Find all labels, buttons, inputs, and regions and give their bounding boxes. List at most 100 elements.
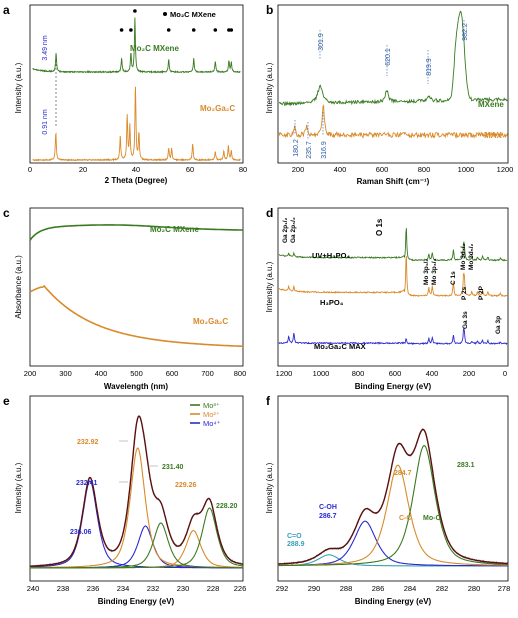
plot-frame (277, 395, 509, 582)
x-ticks: 200 400 600 800 1000 1200 (292, 165, 514, 174)
plot-frame (29, 4, 244, 164)
peak-label: 819.9 (426, 58, 433, 76)
x-ticks: 200 300 400 500 600 700 800 (24, 369, 247, 378)
series-label: Mo₂Ga₂C (200, 104, 235, 113)
series-label: Mo₂C MXene (130, 44, 179, 53)
series-line-max (278, 104, 508, 140)
x-ticks: 240 238 236 234 232 230 228 226 (27, 584, 247, 593)
annotation: 3.49 nm (42, 35, 49, 60)
x-axis-label: Binding Energy (eV) (355, 597, 432, 606)
y-axis-label: Intensity (a.u.) (14, 62, 23, 113)
series-line-uv-h3po4 (278, 228, 508, 262)
panel-letter: b (266, 3, 273, 17)
peak-label: Ga 3p (495, 316, 502, 334)
peak-label: C-OH (319, 504, 337, 511)
plot-frame (29, 395, 244, 582)
plot-frame (277, 4, 509, 164)
y-axis-label: Intensity (a.u.) (265, 62, 274, 113)
panel-letter: a (3, 3, 10, 17)
series-line-mxene (278, 10, 508, 107)
tick-label: 236 (87, 584, 100, 593)
fit-component-line (30, 480, 243, 569)
fit-component-line (278, 445, 508, 567)
tick-label: 238 (57, 584, 70, 593)
x-axis-label: Raman Shift (cm⁻¹) (357, 177, 430, 186)
tick-label: 600 (376, 165, 389, 174)
plot-frame (277, 207, 509, 367)
peak-labels: C=O 288.9 C-OH 286.7 C-C 284.7 Mo-C 283.… (287, 462, 475, 548)
tick-label: 400 (334, 165, 347, 174)
peak-label: 283.1 (457, 462, 475, 469)
peak-label: P 2s (461, 286, 468, 300)
legend-label: Mo₂C MXene (170, 10, 216, 19)
plot-frame (29, 207, 244, 367)
fit-component-line (30, 522, 243, 569)
tick-label: 282 (436, 584, 449, 593)
peak-label: C-C (399, 515, 411, 522)
series-label: Mo₂Ga₂C (193, 317, 228, 326)
tick-label: 200 (292, 165, 305, 174)
panel-a: a Intensity (a.u.) 2 Theta (Degree) 0 20… (3, 3, 247, 185)
peak-label: 301.9 (318, 33, 325, 51)
tick-label: 20 (79, 165, 87, 174)
peak-marker-dot-icon (166, 28, 171, 32)
peak-marker-dot-icon (229, 28, 234, 32)
peak-label: 235.7 (306, 141, 313, 159)
panel-e: e Intensity (a.u.) Binding Energy (eV) 2… (3, 394, 246, 606)
tick-label: 500 (130, 369, 143, 378)
x-ticks: 1200 1000 800 600 400 200 0 (276, 369, 507, 378)
panel-letter: d (266, 206, 273, 220)
tick-label: 400 (426, 369, 439, 378)
peak-label: Mo 3p₁/₂ (423, 259, 430, 285)
tick-label: 286 (372, 584, 385, 593)
panel-b: b Intensity (a.u.) Raman Shift (cm⁻¹) 20… (265, 3, 513, 186)
peak-label: 620.1 (385, 48, 392, 66)
peak-marker-dot-icon (133, 9, 137, 13)
peak-label: 231.40 (162, 464, 184, 471)
peak-label: Ga 2p₁/₂ (282, 217, 289, 243)
peak-label: Mo-C (423, 515, 441, 522)
panel-letter: c (3, 206, 10, 220)
peak-guide-lines (294, 20, 465, 140)
tick-label: 230 (177, 584, 190, 593)
peak-label: 982.2 (462, 23, 469, 41)
x-ticks: 292 290 288 286 284 282 280 278 (276, 584, 511, 593)
tick-label: 280 (468, 584, 481, 593)
peak-label: 288.9 (287, 541, 305, 548)
peak-label: O 1s (375, 218, 384, 236)
tick-label: 1000 (458, 165, 475, 174)
raw-data-line (29, 415, 243, 568)
fit-component-line (30, 447, 243, 569)
tick-label: 200 (24, 369, 37, 378)
peak-labels: 301.9 620.1 819.9 982.2 180.2 235.7 316.… (293, 23, 469, 159)
fit-components (278, 445, 508, 567)
x-axis-label: Wavelength (nm) (104, 382, 168, 391)
tick-label: 600 (166, 369, 179, 378)
series-label: UV+H₃PO₄ (312, 251, 351, 260)
x-axis-label: Binding Energy (eV) (355, 382, 432, 391)
peak-label: P 2P (478, 285, 485, 300)
tick-label: 288 (340, 584, 353, 593)
tick-label: 600 (389, 369, 402, 378)
y-axis-label: Absorbance (a.u.) (14, 255, 23, 319)
peak-marker-dot-icon (213, 28, 218, 32)
x-ticks: 0 20 40 60 80 (28, 165, 247, 174)
series-line-mo2c-mxene (32, 17, 241, 74)
y-axis-label: Intensity (a.u.) (14, 462, 23, 513)
fit-envelope-line (277, 428, 508, 565)
peak-label: 232.92 (77, 439, 99, 446)
peak-label: Mo 3p₃/₂ (431, 258, 438, 285)
peak-label: 229.26 (175, 482, 197, 489)
tick-label: 292 (276, 584, 289, 593)
tick-label: 700 (201, 369, 214, 378)
tick-label: 232 (147, 584, 160, 593)
fit-component-line (30, 507, 243, 569)
peak-label: 228.20 (216, 503, 238, 510)
series-line-mo2c-mxene (29, 224, 244, 241)
tick-label: 400 (95, 369, 108, 378)
legend-label: Mo³⁺ (203, 401, 220, 410)
x-axis-label: Binding Energy (eV) (98, 597, 175, 606)
series-line-mo2ga2c-max (278, 327, 508, 346)
tick-label: 80 (239, 165, 247, 174)
